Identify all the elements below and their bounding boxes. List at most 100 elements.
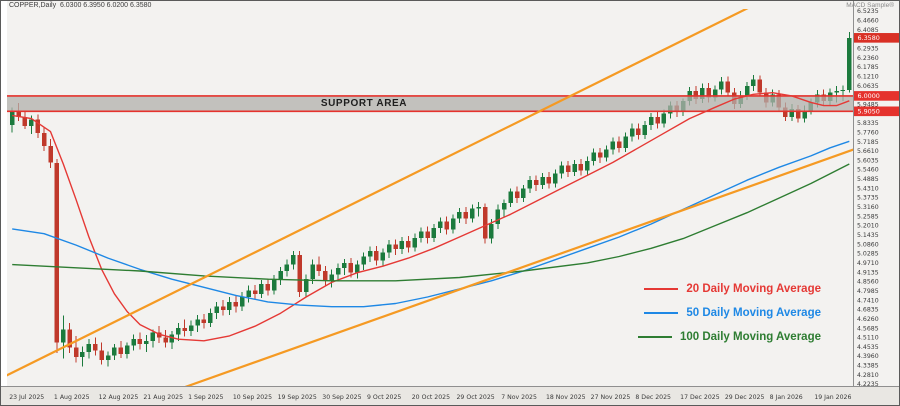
date-tick-label: 18 Nov 2025	[546, 394, 586, 401]
price-tick-label: 5.4885	[857, 176, 879, 183]
price-tick-label: 6.4660	[857, 18, 879, 25]
candle-body	[144, 340, 149, 345]
candle-body	[214, 306, 219, 314]
ma50-legend-label: 50 Daily Moving Average	[686, 307, 821, 319]
legend-item-ma20: 20 Daily Moving Average	[638, 277, 821, 301]
candle-body	[706, 87, 711, 98]
candle-body	[29, 119, 34, 126]
candle-body	[482, 206, 488, 239]
candle-body	[693, 91, 699, 100]
candle-body	[310, 264, 315, 280]
date-tick-label: 30 Sep 2025	[322, 394, 361, 401]
candle-body	[361, 256, 366, 265]
candle-body	[259, 284, 264, 294]
price-tick-label: 5.0285	[857, 251, 879, 258]
candle-body	[265, 284, 271, 291]
candle-body	[22, 116, 28, 126]
price-tick-label: 5.0860	[857, 241, 879, 248]
date-tick-label: 29 Dec 2025	[725, 394, 765, 401]
candle-body	[335, 267, 341, 275]
candle-body	[546, 176, 552, 184]
candle-body	[93, 344, 98, 351]
candle-body	[105, 355, 111, 361]
candle-body	[489, 224, 494, 239]
candle-body	[501, 202, 507, 210]
price-tick-label: 6.4085	[857, 27, 879, 34]
candle-body	[316, 264, 322, 272]
candle-body	[751, 79, 756, 87]
price-tick-label: 4.2810	[857, 372, 879, 379]
date-axis[interactable]: 23 Jul 2025 1 Aug 2025 12 Aug 2025 21 Aug 2…	[9, 394, 851, 401]
candle-body	[131, 339, 136, 346]
candle-body	[629, 128, 635, 137]
trendline-channel-lower	[184, 148, 853, 386]
price-tick-label: 6.0635	[857, 83, 879, 90]
candle-body	[789, 108, 795, 117]
candle-body	[227, 301, 232, 310]
candle-body	[118, 347, 124, 354]
candle-body	[712, 89, 718, 98]
candle-body	[355, 264, 360, 273]
support-area-label: SUPPORT AREA	[320, 98, 408, 109]
candle-body	[271, 279, 277, 291]
candle-body	[431, 228, 437, 238]
price-tick-label: 5.2010	[857, 223, 879, 230]
price-tick-label: 4.9710	[857, 260, 879, 267]
price-tick-label: 5.7185	[857, 139, 879, 146]
date-tick-label: 20 Oct 2025	[412, 394, 450, 401]
price-tag-value: 5.9050	[858, 108, 880, 116]
price-tag-value: 6.0000	[858, 92, 880, 100]
candle-body	[597, 152, 603, 158]
candle-body	[719, 81, 724, 90]
price-tag-value: 6.3580	[858, 34, 880, 42]
candle-body	[61, 329, 66, 343]
candle-body	[834, 91, 839, 93]
candle-body	[559, 165, 564, 174]
date-tick-label: 19 Sep 2025	[278, 394, 317, 401]
candle-body	[476, 206, 481, 209]
candle-body	[73, 347, 79, 357]
candle-body	[425, 231, 430, 238]
candle-body	[418, 231, 424, 238]
candle-body	[444, 221, 449, 230]
candle-body	[54, 163, 60, 343]
candle-body	[470, 208, 475, 219]
candle-body	[553, 173, 558, 184]
candle-body	[508, 191, 513, 203]
date-tick-label: 1 Sep 2025	[188, 394, 223, 401]
price-tick-label: 5.2585	[857, 213, 879, 220]
ma-20-line	[12, 91, 850, 342]
candle-body	[233, 301, 239, 307]
candle-body	[163, 337, 168, 343]
candle-body	[393, 244, 398, 250]
candle-body	[297, 254, 302, 293]
candle-body	[616, 141, 622, 148]
candle-body	[80, 352, 85, 357]
price-tick-label: 5.6610	[857, 148, 879, 155]
date-tick-label: 23 Jul 2025	[9, 394, 44, 401]
candle-body	[380, 252, 386, 261]
candle-body	[182, 327, 187, 332]
date-tick-label: 19 Jan 2026	[814, 394, 851, 401]
price-tick-label: 4.9135	[857, 269, 879, 276]
candle-body	[99, 350, 104, 361]
legend-item-ma100: 100 Daily Moving Average	[637, 325, 821, 349]
price-axis[interactable]: 6.52356.46606.40856.35106.29356.23606.17…	[854, 8, 900, 388]
candle-body	[450, 218, 456, 230]
candle-body	[367, 250, 373, 257]
candle-body	[399, 241, 405, 250]
price-tick-label: 4.8560	[857, 279, 879, 286]
candle-body	[527, 180, 533, 189]
candle-body	[284, 264, 290, 272]
date-tick-label: 7 Nov 2025	[501, 394, 537, 401]
price-tick-label: 5.3735	[857, 195, 879, 202]
candle-body	[386, 244, 392, 253]
candle-body	[847, 37, 852, 91]
price-tag	[854, 91, 899, 101]
ma20-line-swatch	[644, 288, 679, 290]
candle-body	[578, 164, 584, 171]
candle-body	[648, 116, 654, 126]
candle-body	[112, 347, 117, 356]
